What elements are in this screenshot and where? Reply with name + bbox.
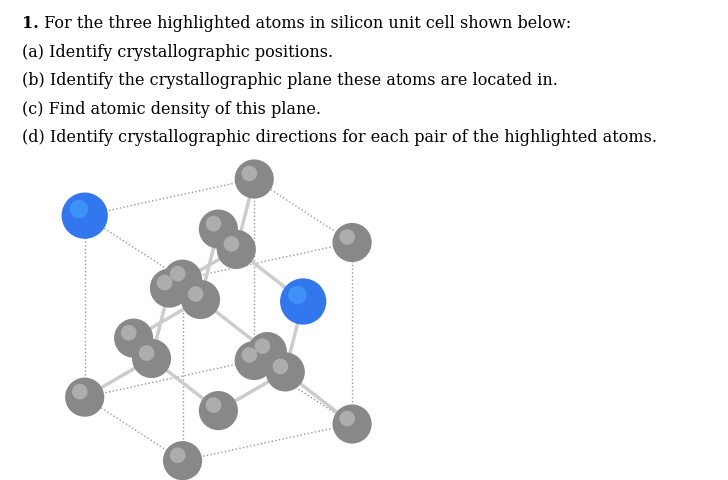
Circle shape: [339, 230, 355, 245]
Circle shape: [255, 338, 270, 354]
Circle shape: [170, 266, 186, 282]
Circle shape: [242, 348, 257, 363]
Circle shape: [70, 201, 88, 219]
Circle shape: [132, 339, 171, 378]
Circle shape: [65, 378, 104, 417]
Text: (b) Identify the crystallographic plane these atoms are located in.: (b) Identify the crystallographic plane …: [22, 72, 558, 89]
Circle shape: [121, 325, 137, 341]
Circle shape: [199, 391, 238, 430]
Circle shape: [72, 384, 87, 400]
Circle shape: [217, 230, 256, 269]
Circle shape: [333, 405, 372, 444]
Circle shape: [163, 260, 202, 299]
Circle shape: [234, 160, 274, 199]
Text: (d) Identify crystallographic directions for each pair of the highlighted atoms.: (d) Identify crystallographic directions…: [22, 129, 657, 146]
Circle shape: [272, 359, 288, 374]
Text: For the three highlighted atoms in silicon unit cell shown below:: For the three highlighted atoms in silic…: [39, 15, 571, 32]
Circle shape: [181, 280, 220, 319]
Circle shape: [339, 411, 355, 426]
Circle shape: [114, 319, 153, 358]
Circle shape: [333, 224, 372, 263]
Circle shape: [170, 447, 186, 463]
Circle shape: [206, 397, 221, 413]
Circle shape: [188, 287, 203, 302]
Circle shape: [266, 353, 305, 392]
Circle shape: [150, 269, 189, 308]
Circle shape: [223, 237, 240, 252]
Circle shape: [157, 275, 173, 291]
Circle shape: [139, 346, 154, 361]
Text: (a) Identify crystallographic positions.: (a) Identify crystallographic positions.: [22, 44, 333, 60]
Circle shape: [62, 193, 108, 240]
Text: 1.: 1.: [22, 15, 39, 32]
Circle shape: [234, 341, 274, 380]
Circle shape: [242, 167, 257, 182]
Text: (c) Find atomic density of this plane.: (c) Find atomic density of this plane.: [22, 101, 320, 118]
Circle shape: [199, 210, 238, 249]
Circle shape: [206, 216, 221, 232]
Circle shape: [288, 286, 306, 305]
Circle shape: [280, 279, 326, 325]
Circle shape: [248, 332, 287, 372]
Circle shape: [163, 441, 202, 480]
